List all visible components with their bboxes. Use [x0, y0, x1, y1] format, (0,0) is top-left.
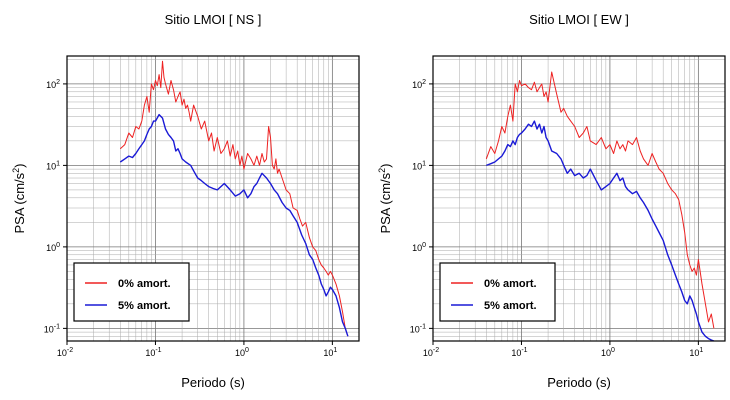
x-axis-label-ew: Periodo (s): [547, 375, 611, 390]
series-layer-ns: [119, 60, 349, 337]
x-tick-label: 10-1: [145, 347, 161, 358]
x-tick-label: 10-1: [511, 347, 527, 358]
grid-ns: [66, 56, 360, 342]
series-line-0pct: [485, 71, 715, 329]
x-tick-label: 100: [601, 347, 615, 358]
y-tick-label: 101: [412, 160, 426, 171]
series-layer-ew: [485, 71, 715, 342]
legend-label-0pct-ns: 0% amort.: [118, 278, 171, 290]
chart-title-ew: Sitio LMOI [ EW ]: [529, 12, 629, 27]
legend-box-ns: [73, 262, 190, 322]
plot-frame-ew: [432, 55, 726, 342]
y-tick-label: 100: [412, 242, 426, 253]
y-axis-label-ns: PSA (cm/s2): [11, 163, 27, 233]
plot-frame-ns: [66, 55, 360, 342]
y-tick-label: 10-1: [44, 323, 60, 334]
y-tick-label: 100: [46, 242, 60, 253]
series-line-5pct: [119, 113, 349, 337]
x-tick-label: 101: [689, 347, 703, 358]
y-axis-label-ew: PSA (cm/s2): [377, 163, 393, 233]
chart-ns: 10-2 10-1 100 101 10-1 100 101 102 Sitio LMOI …: [11, 12, 360, 390]
chart-ew: 10-2 10-1 100 101 10-1 100 101 102 Sitio LMOI …: [377, 12, 726, 390]
legend-ns: 0% amort. 5% amort.: [73, 262, 190, 322]
series-line-5pct: [486, 120, 715, 342]
x-ticks-ew: 10-2 10-1 100 101: [423, 341, 703, 358]
legend-box-ew: [439, 262, 556, 322]
x-tick-label: 10-2: [423, 347, 439, 358]
x-tick-label: 100: [235, 347, 249, 358]
y-ticks-ew: 10-1 100 101 102: [410, 79, 433, 334]
legend-ew: 0% amort. 5% amort.: [439, 262, 556, 322]
legend-label-5pct-ew: 5% amort.: [484, 300, 537, 312]
x-tick-label: 10-2: [57, 347, 73, 358]
x-ticks-ns: 10-2 10-1 100 101: [57, 341, 337, 358]
y-ticks-ns: 10-1 100 101 102: [44, 79, 67, 334]
y-tick-label: 102: [412, 79, 426, 90]
chart-title-ns: Sitio LMOI [ NS ]: [165, 12, 262, 27]
y-tick-label: 101: [46, 160, 60, 171]
series-line-0pct: [119, 60, 349, 337]
x-axis-label-ns: Periodo (s): [181, 375, 245, 390]
legend-label-0pct-ew: 0% amort.: [484, 278, 537, 290]
y-tick-label: 102: [46, 79, 60, 90]
x-tick-label: 101: [323, 347, 337, 358]
y-tick-label: 10-1: [410, 323, 426, 334]
legend-label-5pct-ns: 5% amort.: [118, 300, 171, 312]
